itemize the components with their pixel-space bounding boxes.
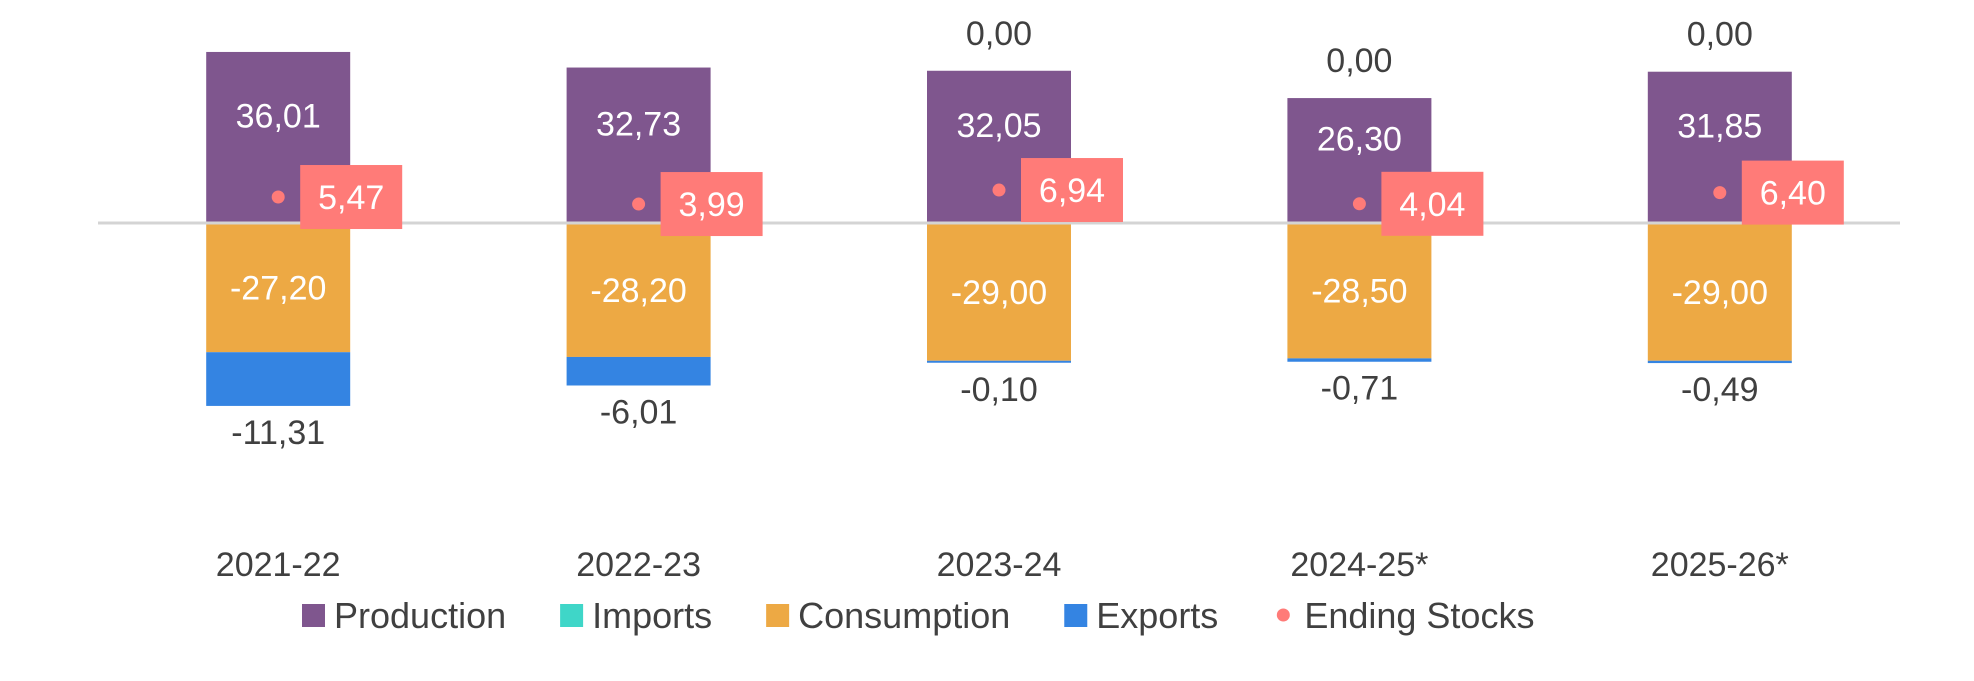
exports-data-label: -0,71 (1321, 370, 1399, 408)
exports-bar (206, 352, 351, 406)
bar-layer (206, 51, 1792, 406)
exports-data-label: -0,10 (960, 371, 1038, 409)
ending-stocks-data-label: 5,47 (318, 179, 384, 217)
imports-data-label: 0,00 (966, 15, 1032, 53)
production-data-label: 36,01 (236, 97, 321, 135)
consumption-data-label: -29,00 (1672, 274, 1768, 312)
ending-stocks-data-label: 3,99 (679, 186, 745, 224)
ending-stocks-data-label: 4,04 (1399, 186, 1465, 224)
consumption-bar (927, 223, 1071, 361)
consumption-data-label: -28,50 (1311, 273, 1407, 311)
ending-stocks-layer (271, 183, 1727, 211)
production-data-label: 31,85 (1677, 107, 1762, 145)
legend-swatch-production (302, 604, 325, 627)
production-data-label: 32,05 (956, 107, 1041, 145)
ending-stocks-data-label: 6,94 (1039, 172, 1105, 210)
legend-label-consumption: Consumption (798, 595, 1010, 636)
legend: Production Imports Consumption Exports Endin… (302, 595, 1534, 636)
production-data-label: 26,30 (1317, 121, 1402, 159)
consumption-bar (1287, 223, 1432, 359)
ending-stocks-label-box (300, 165, 403, 230)
ending-stocks-point (992, 183, 1006, 197)
exports-data-label: -0,49 (1681, 371, 1759, 409)
consumption-data-label: -27,20 (230, 270, 326, 308)
legend-marker-ending-stocks (1276, 608, 1290, 622)
legend-swatch-exports (1064, 604, 1088, 627)
legend-swatch-consumption (766, 604, 790, 627)
x-tick-label: 2024-25* (1290, 546, 1428, 584)
x-tick-label: 2021-22 (216, 546, 341, 584)
ending-stocks-label-box (1021, 158, 1123, 223)
legend-label-ending-stocks: Ending Stocks (1304, 595, 1534, 636)
exports-bar (1287, 358, 1432, 362)
legend-swatch-imports (560, 604, 584, 627)
exports-bar (566, 356, 711, 386)
exports-bar (1647, 360, 1792, 364)
consumption-bar (1647, 223, 1792, 361)
imports-data-label: 0,00 (1687, 16, 1753, 54)
ending-stocks-point (1352, 197, 1366, 211)
ending-stocks-point (1713, 186, 1727, 200)
consumption-data-label: -28,20 (590, 272, 686, 310)
exports-data-label: -11,31 (231, 414, 325, 452)
ending-stocks-point (271, 190, 285, 204)
legend-label-imports: Imports (592, 595, 712, 636)
ending-stocks-label-box (1741, 160, 1844, 225)
exports-data-label: -6,01 (600, 393, 678, 431)
legend-label-production: Production (334, 595, 506, 636)
x-tick-label: 2023-24 (937, 546, 1062, 584)
ending-stocks-point (632, 197, 646, 211)
x-axis: 2021-22 2022-23 2023-24 2024-25* 2025-26* (216, 546, 1789, 584)
x-tick-label: 2025-26* (1651, 546, 1789, 584)
legend-label-exports: Exports (1096, 595, 1218, 636)
ending-stocks-data-label: 6,40 (1760, 175, 1826, 213)
consumption-data-label: -29,00 (951, 274, 1047, 312)
x-tick-label: 2022-23 (576, 546, 701, 584)
production-data-label: 32,73 (596, 105, 681, 143)
ending-stocks-label-box (660, 172, 763, 237)
ending-stocks-label-box (1381, 171, 1484, 236)
imports-data-label: 0,00 (1326, 42, 1392, 80)
data-label-layer: 36,01 -27,20 -11,31 5,47 32,73 -28,20 -6,01 3,9… (230, 15, 1844, 452)
exports-bar (927, 360, 1071, 363)
consumption-bar (206, 223, 351, 353)
consumption-bar (566, 223, 711, 357)
